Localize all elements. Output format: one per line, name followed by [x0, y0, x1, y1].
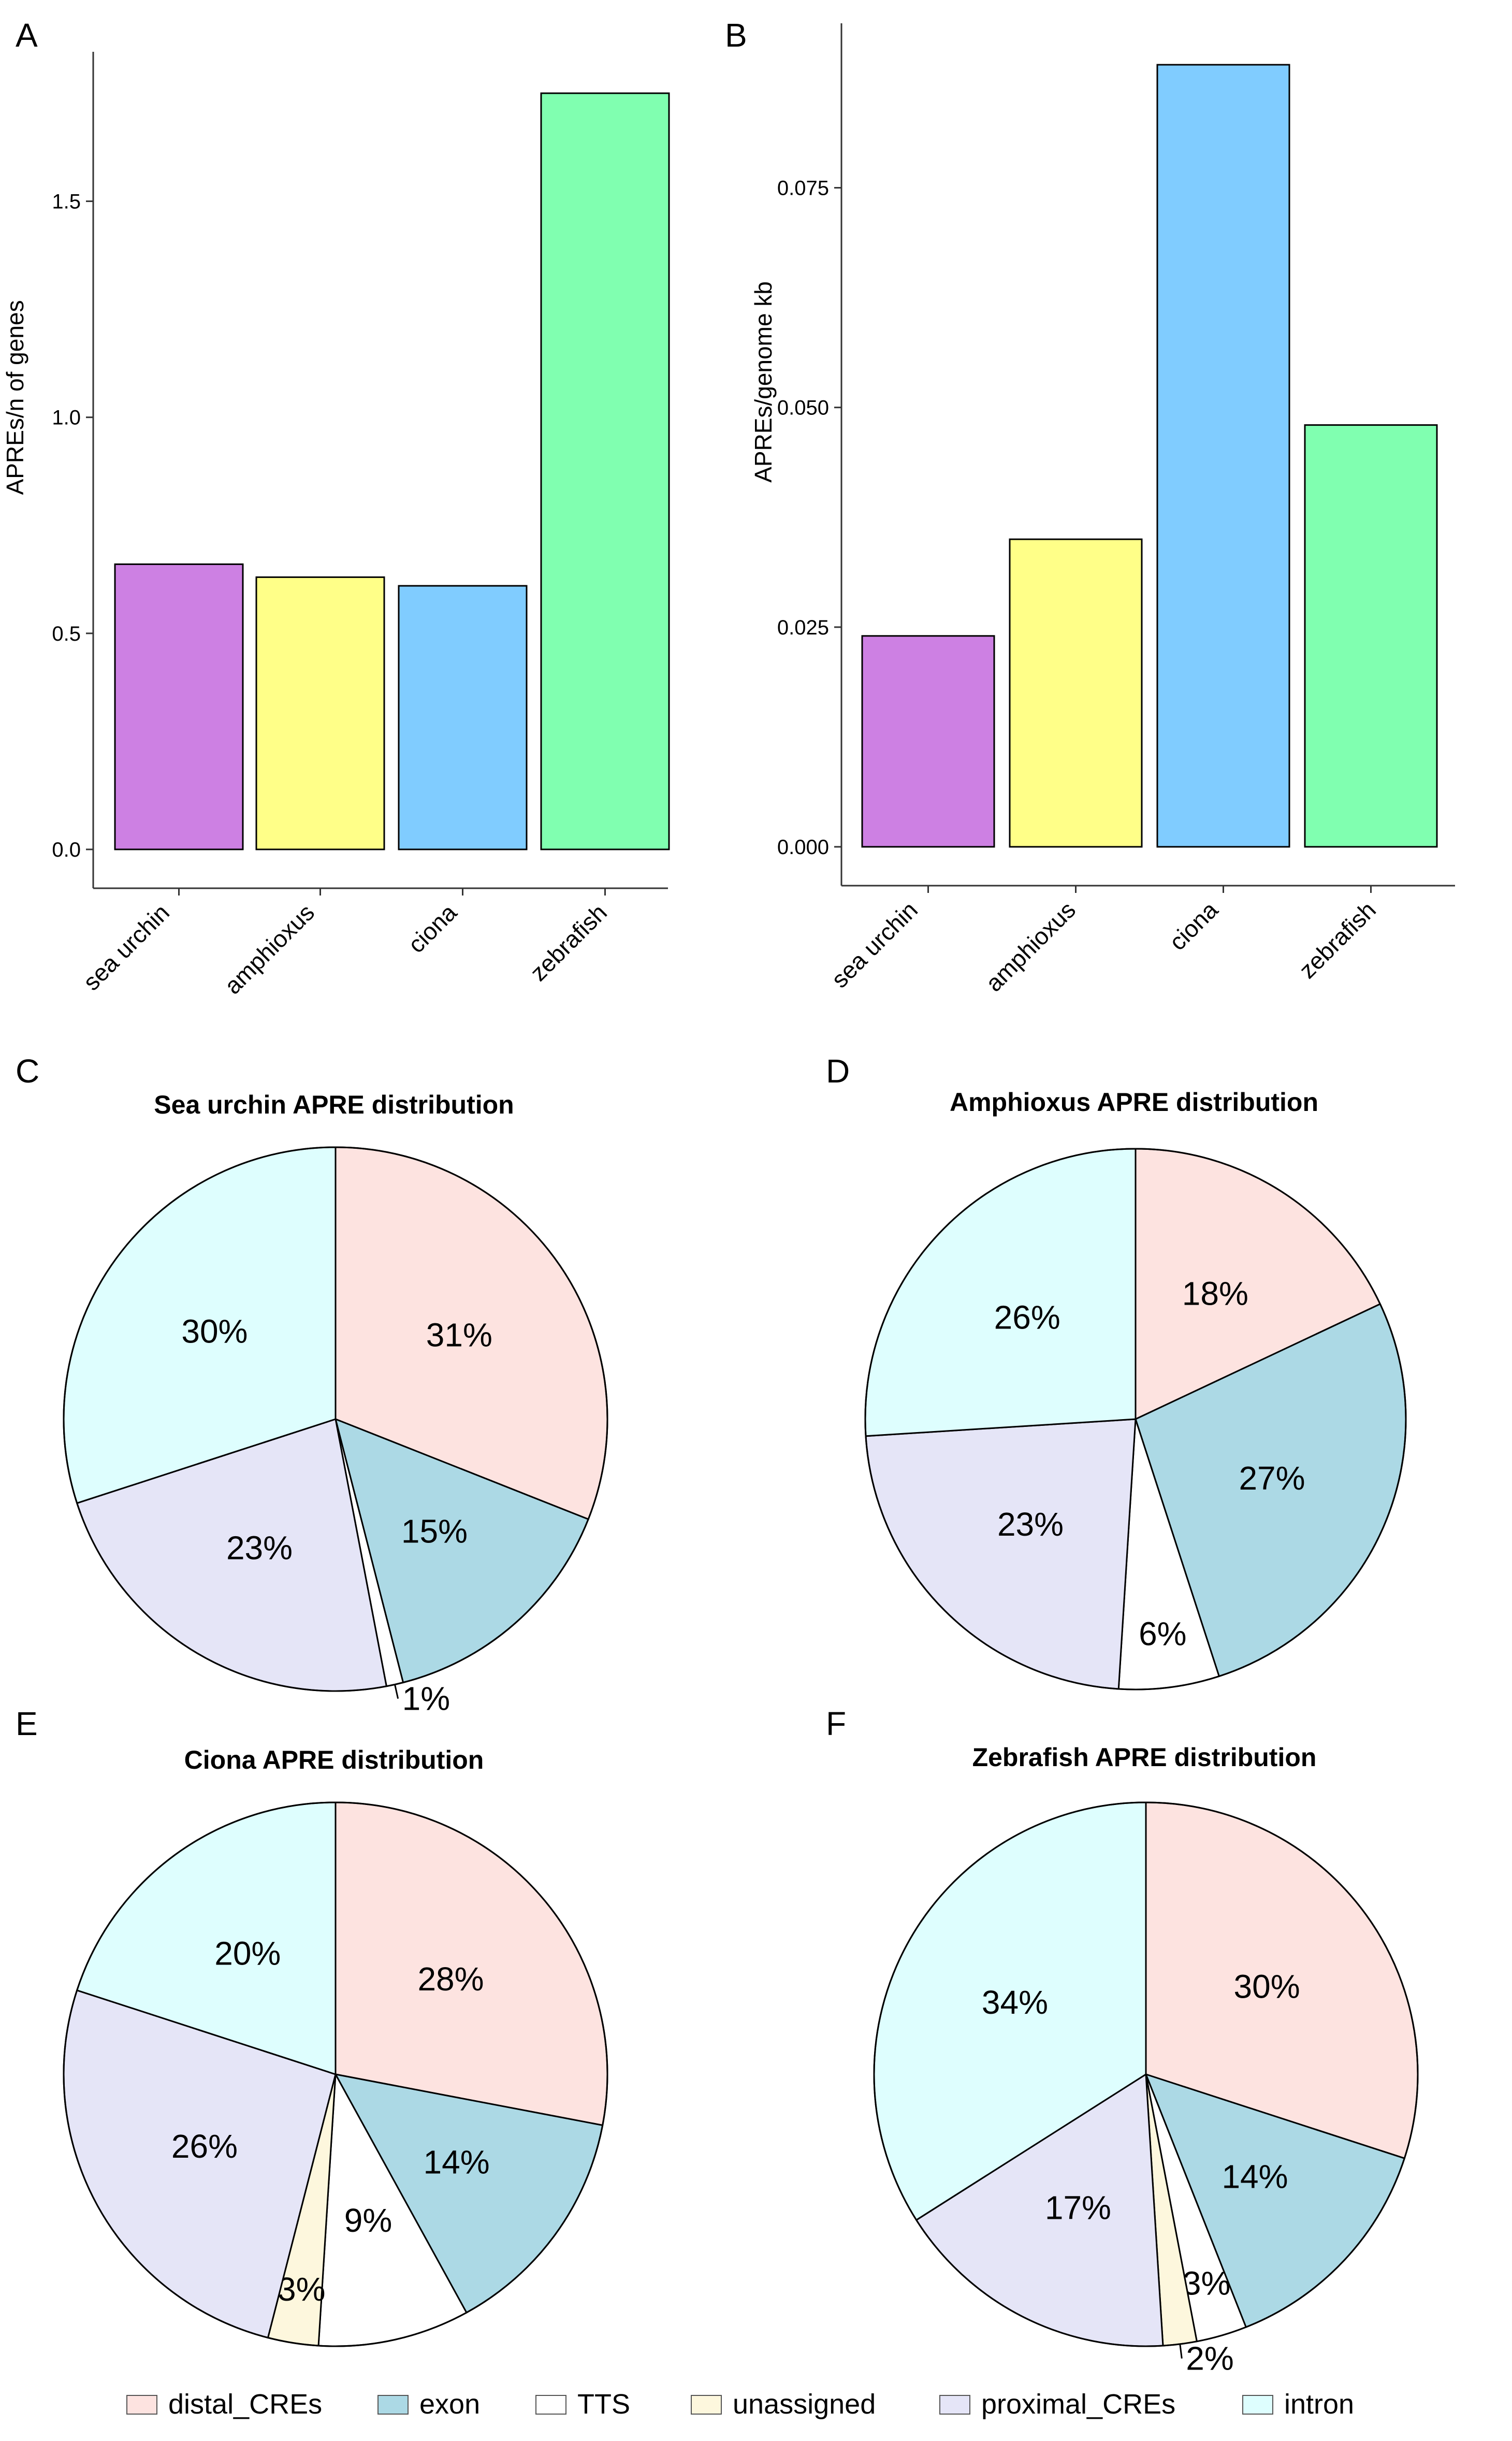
x-tick-label-sea-urchin: sea urchin [78, 899, 175, 995]
slice-label-exon: 14% [424, 2144, 490, 2181]
y-tick-label: 1.0 [52, 407, 81, 429]
bar-sea-urchin [114, 563, 244, 850]
x-tick-label-ciona: ciona [1164, 896, 1224, 956]
slice-label-unassigned: 3% [278, 2271, 326, 2308]
bar-amphioxus [1009, 538, 1143, 848]
panel-letter-e: E [16, 1705, 38, 1742]
pie-title: Ciona APRE distribution [184, 1745, 484, 1774]
panel-c-pie-chart: C Sea urchin APRE distribution 31% 15% 1% 23%… [16, 1052, 608, 1717]
y-axis-title: APREs/n of genes [2, 300, 28, 495]
panel-letter-b: B [725, 17, 747, 54]
legend-label-unassigned: unassigned [733, 2389, 876, 2420]
slice-label-intron: 26% [994, 1298, 1060, 1336]
pie-outline [873, 1801, 1419, 2347]
slice-label-intron: 34% [982, 1984, 1048, 2021]
y-tick-label: 0.0 [52, 839, 81, 861]
slice-label-exon: 14% [1222, 2158, 1288, 2196]
slice-label-tts: 3% [1183, 2264, 1231, 2302]
panel-letter-a: A [16, 17, 38, 54]
x-tick-label-sea-urchin: sea urchin [826, 896, 923, 993]
bar-amphioxus [255, 576, 385, 850]
pie-title: Sea urchin APRE distribution [154, 1090, 514, 1119]
slice-label-tts: 6% [1139, 1615, 1187, 1652]
slice-proximal-cres [865, 1418, 1137, 1690]
legend-swatch-distal-cres [126, 2395, 157, 2415]
legend-label-intron: intron [1284, 2389, 1354, 2420]
pie-title: Zebrafish APRE distribution [972, 1743, 1317, 1772]
bar-zebrafish [1304, 424, 1438, 848]
pie-outline [63, 1146, 608, 1692]
slice-label-tts: 1% [402, 1680, 450, 1717]
pie-outline [63, 1801, 608, 2347]
slice-label-unassigned: 2% [1186, 2340, 1234, 2377]
slice-label-proximal-cres: 26% [171, 2128, 238, 2165]
x-tick-label-ciona: ciona [403, 899, 462, 958]
y-axis-title: APREs/genome kb [750, 281, 777, 483]
x-tick-label-zebrafish: zebrafish [1293, 896, 1381, 984]
panel-f-pie-chart: F Zebrafish APRE distribution 30% 14% 3% 2% 17… [826, 1705, 1419, 2377]
bar-ciona [1156, 64, 1290, 848]
legend-swatch-tts [535, 2395, 566, 2415]
slice-label-exon: 15% [401, 1513, 468, 1550]
slice-label-proximal-cres: 23% [997, 1506, 1064, 1543]
panel-letter-d: D [826, 1052, 850, 1090]
slice-leader-line [394, 1684, 399, 1699]
legend-label-exon: exon [419, 2389, 480, 2420]
bar-sea-urchin [861, 635, 995, 848]
legend-swatch-unassigned [691, 2395, 722, 2415]
slice-label-proximal-cres: 23% [226, 1529, 293, 1567]
y-tick-label: 0.025 [777, 616, 829, 639]
panel-d-pie-chart: D Amphioxus APRE distribution 18% 27% 6% 23% 2… [826, 1052, 1407, 1691]
bar-ciona [398, 585, 528, 850]
pie-outline [864, 1148, 1407, 1691]
slice-label-distal-cres: 31% [426, 1317, 492, 1354]
slice-label-intron: 20% [214, 1934, 281, 1972]
y-tick-label: 0.000 [777, 836, 829, 859]
y-tick-label: 0.075 [777, 177, 829, 200]
slice-label-proximal-cres: 17% [1045, 2189, 1111, 2226]
slice-label-tts: 9% [344, 2202, 392, 2239]
legend-label-tts: TTS [577, 2389, 630, 2420]
slice-label-distal-cres: 28% [417, 1960, 484, 1998]
y-tick-label: 0.5 [52, 623, 81, 645]
slice-label-distal-cres: 30% [1234, 1968, 1300, 2005]
legend-swatch-proximal-cres [939, 2395, 970, 2415]
panel-letter-c: C [16, 1052, 39, 1090]
panel-b-bar-chart: B 0.000 0.025 0.050 0.075 APREs/genome kb sea … [725, 17, 1455, 996]
legend-label-distal-cres: distal_CREs [168, 2389, 322, 2420]
slice-label-exon: 27% [1239, 1460, 1305, 1497]
panel-a-bar-chart: A 0.0 0.5 1.0 1.5 APREs/n of genes sea urchin a… [2, 17, 670, 999]
pie-title: Amphioxus APRE distribution [950, 1088, 1318, 1117]
bar-zebrafish [540, 92, 670, 850]
x-tick-label-amphioxus: amphioxus [980, 896, 1081, 996]
x-tick-label-zebrafish: zebrafish [525, 899, 612, 986]
slice-label-distal-cres: 18% [1182, 1275, 1248, 1312]
slice-label-intron: 30% [181, 1312, 248, 1350]
legend-swatch-intron [1242, 2395, 1273, 2415]
slice-intron [864, 1148, 1137, 1437]
legend-label-proximal-cres: proximal_CREs [981, 2389, 1175, 2420]
panel-e-pie-chart: E Ciona APRE distribution 28% 14% 9% 3% 26% 20% [16, 1705, 608, 2347]
legend-swatch-exon [377, 2395, 409, 2415]
y-tick-label: 1.5 [52, 191, 81, 213]
x-tick-label-amphioxus: amphioxus [219, 899, 319, 999]
y-tick-label: 0.050 [777, 397, 829, 420]
slice-leader-line [1179, 2344, 1183, 2359]
legend: distal_CREs exon TTS unassigned proximal_CRE… [126, 2389, 1354, 2420]
panel-letter-f: F [826, 1705, 846, 1742]
